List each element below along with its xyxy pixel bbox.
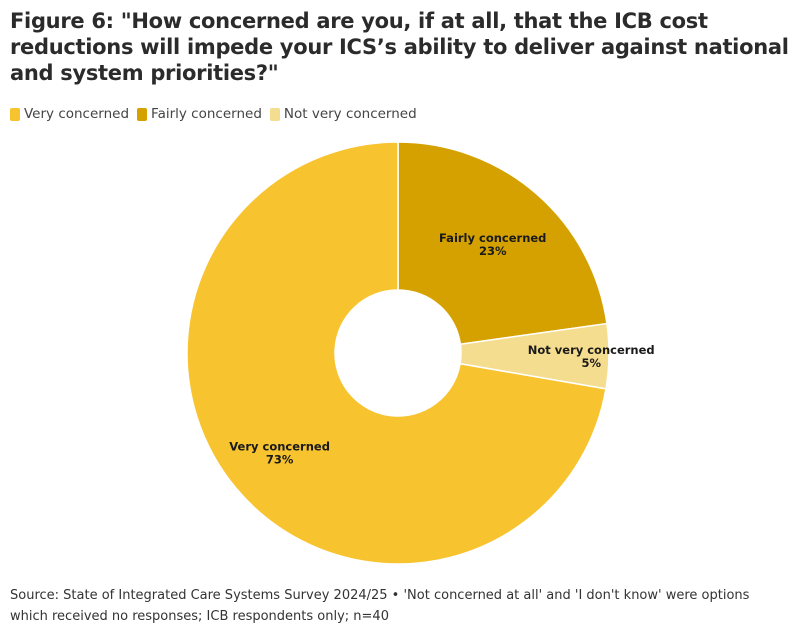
legend-label-not-very-concerned: Not very concerned: [283, 106, 417, 122]
slice-label-not-very-concerned: Not very concerned: [528, 343, 655, 357]
slice-label-fairly-concerned: Fairly concerned: [439, 231, 546, 245]
slice-label-very-concerned: Very concerned: [229, 440, 330, 454]
legend-swatch-fairly-concerned: [137, 107, 148, 121]
legend-label-very-concerned: Very concerned: [24, 106, 130, 122]
slice-value-very-concerned: 73%: [266, 453, 294, 467]
slice-value-not-very-concerned: 5%: [581, 356, 601, 370]
legend-item-not-very-concerned: Not very concerned: [269, 106, 417, 122]
slice-very-concerned: [186, 141, 607, 565]
legend-label-fairly-concerned: Fairly concerned: [151, 106, 262, 122]
legend-item-fairly-concerned: Fairly concerned: [137, 106, 262, 122]
slice-fairly-concerned: [397, 141, 608, 346]
source-note: Source: State of Integrated Care Systems…: [10, 588, 750, 624]
legend-swatch-not-very-concerned: [269, 107, 280, 121]
chart-title: Figure 6: "How concerned are you, if at …: [10, 9, 789, 85]
legend-item-very-concerned: Very concerned: [10, 106, 129, 122]
legend-swatch-very-concerned: [10, 107, 20, 121]
legend: Very concerned Fairly concerned Not very…: [10, 106, 425, 122]
slice-value-fairly-concerned: 23%: [479, 244, 507, 258]
